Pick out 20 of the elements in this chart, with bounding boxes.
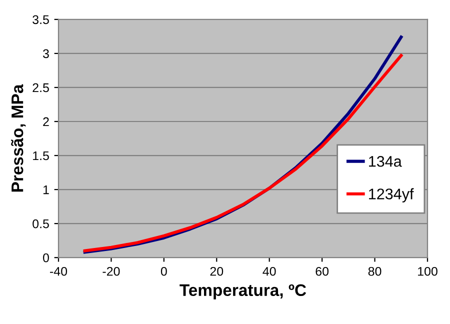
x-tick-label: -40 — [50, 266, 68, 276]
x-tick-label: 0 — [160, 266, 167, 276]
x-axis-title: Temperatura, ºC — [180, 284, 306, 300]
legend-label: 134a — [369, 156, 402, 167]
x-tick-label: 80 — [368, 266, 382, 276]
y-tick-label: 1.5 — [33, 151, 49, 160]
x-tick-label: 20 — [210, 266, 224, 276]
legend-label: 1234yf — [369, 188, 414, 202]
x-tick-label: 60 — [316, 266, 329, 276]
y-tick-label: 0.5 — [32, 219, 49, 228]
y-tick-label: 1 — [43, 185, 49, 194]
x-tick-label: -20 — [102, 266, 120, 276]
y-axis-title: Pressão, MPa — [11, 84, 26, 192]
y-tick-label: 2.5 — [32, 83, 49, 92]
x-tick-label: 100 — [418, 266, 438, 276]
y-tick-label: 0 — [43, 253, 49, 262]
x-tick-label: 40 — [262, 266, 276, 276]
y-tick-label: 3.5 — [32, 15, 49, 24]
y-tick-label: 2 — [43, 117, 49, 126]
y-tick-label: 3 — [43, 49, 49, 58]
